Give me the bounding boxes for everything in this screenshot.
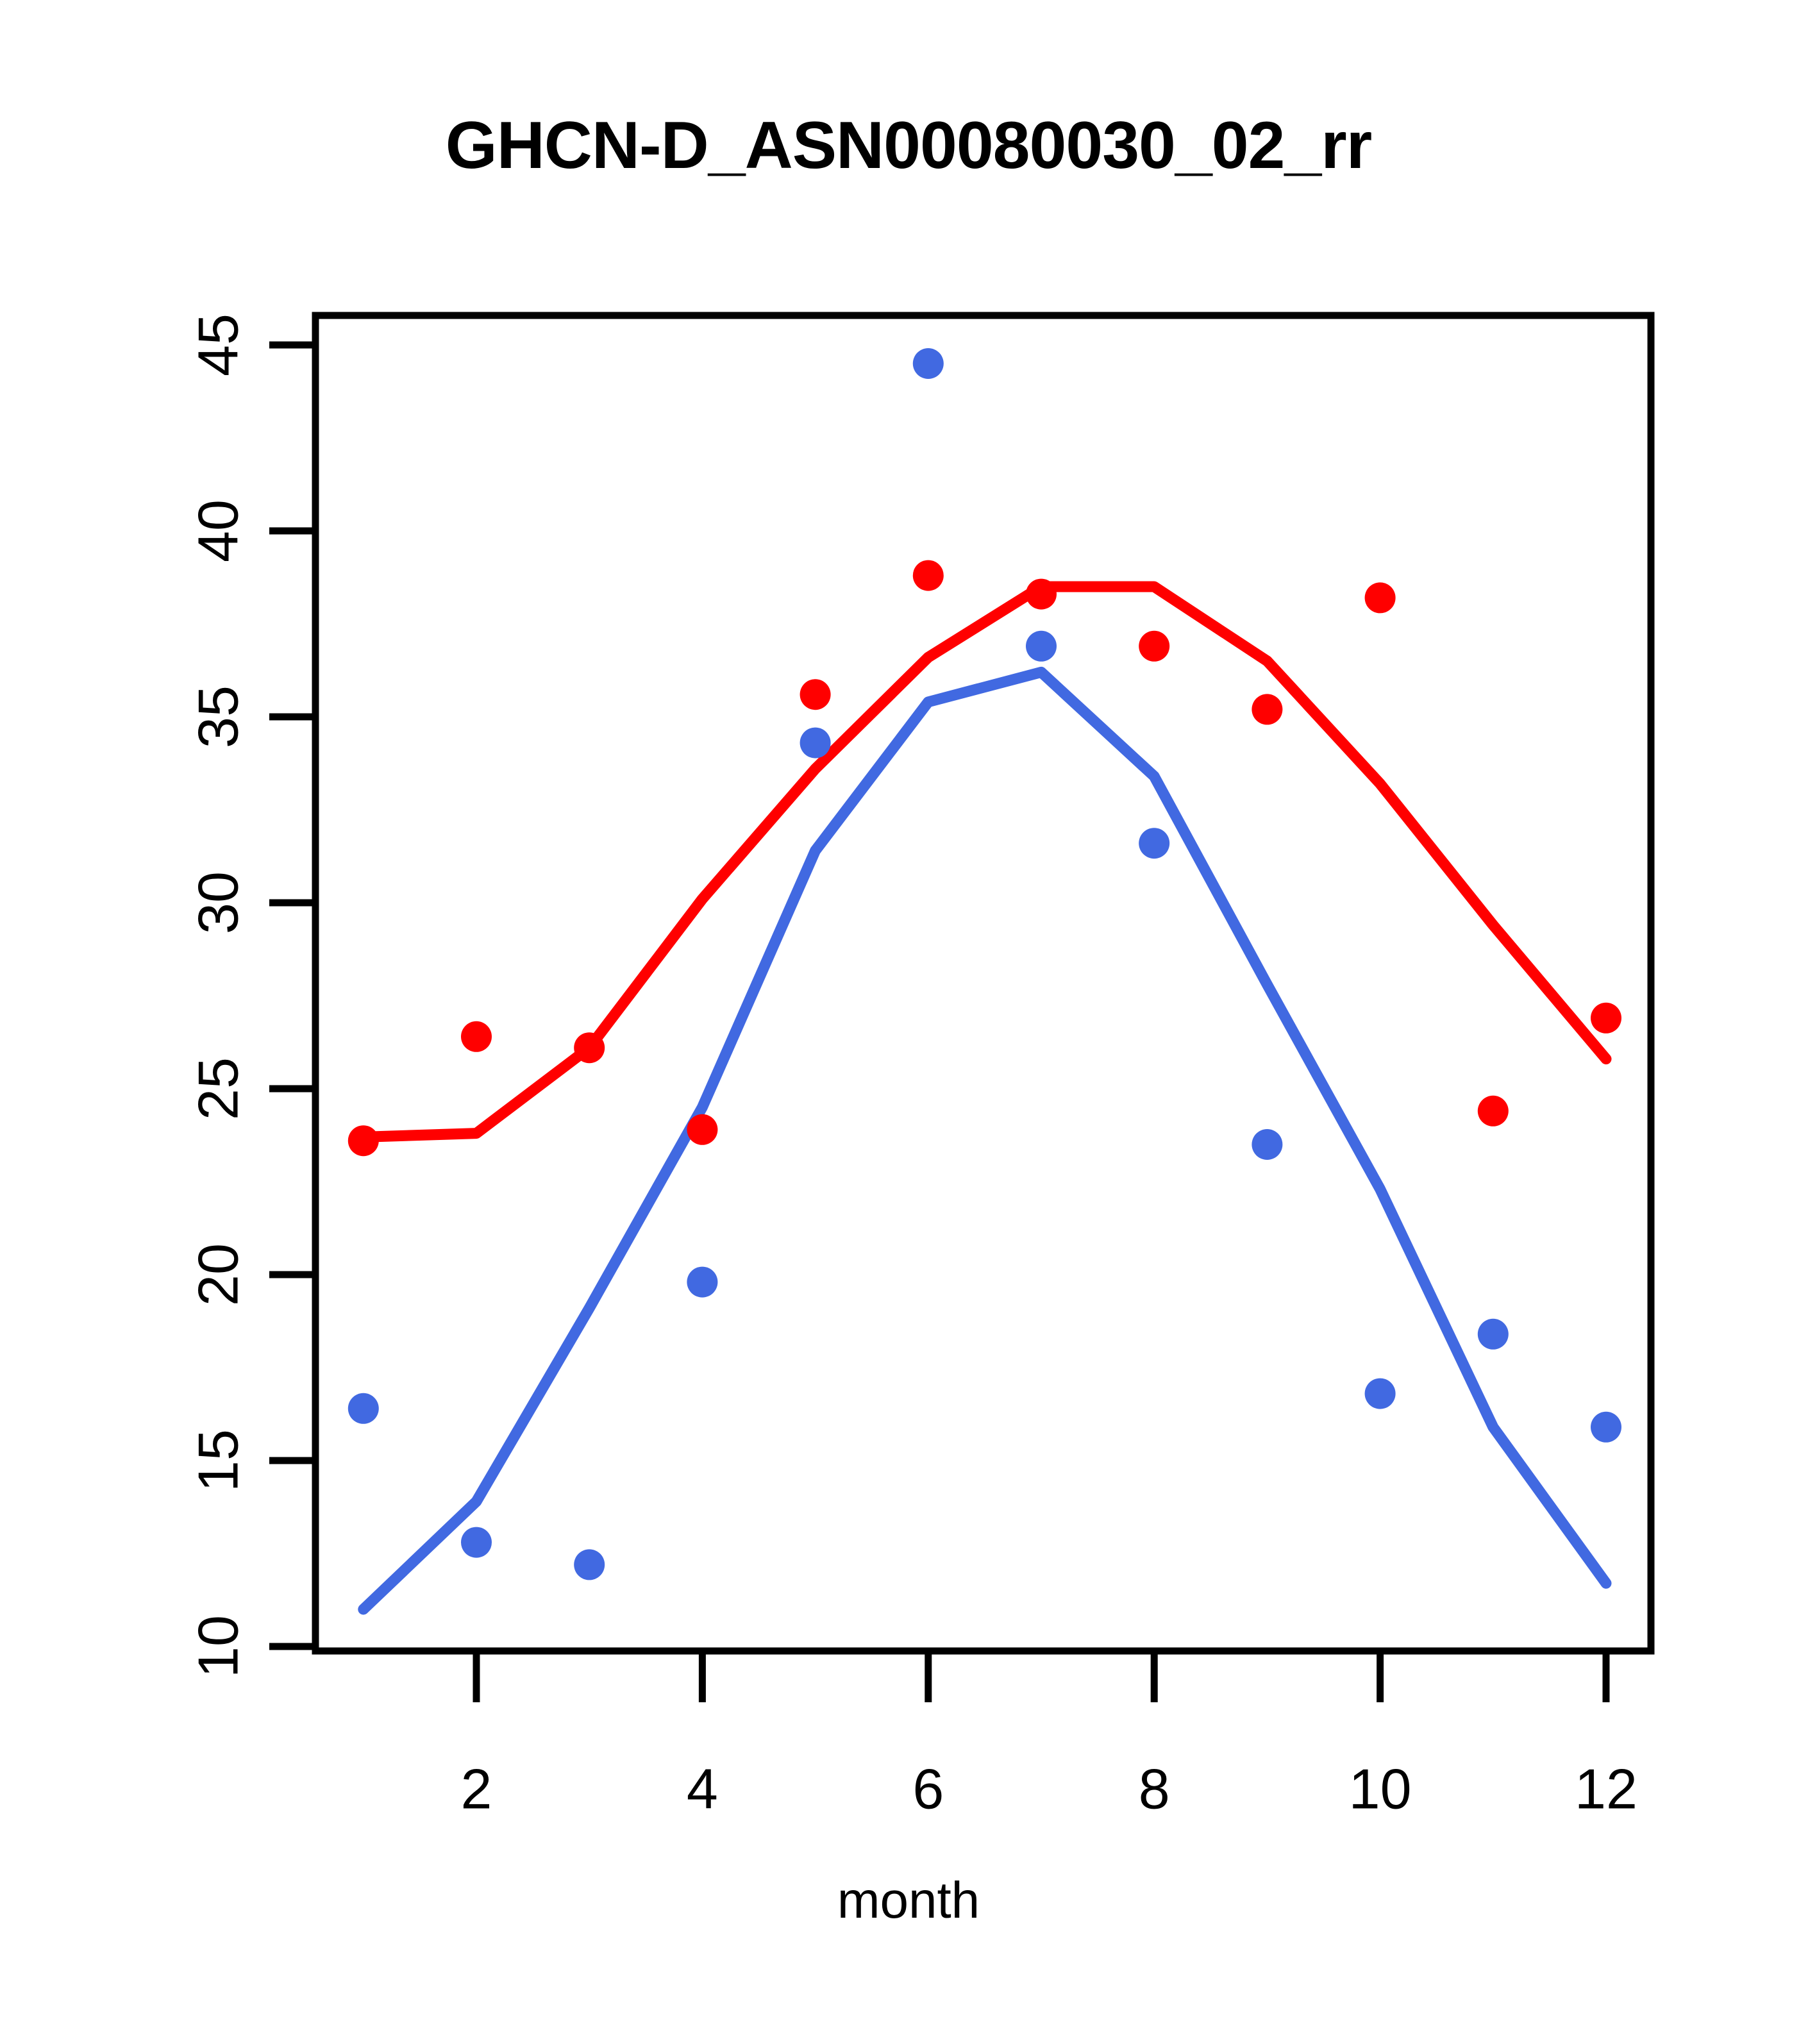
- data-point: [687, 1266, 718, 1298]
- data-point: [1364, 582, 1396, 614]
- blue-line: [358, 666, 1612, 1615]
- y-tick-label: 25: [187, 1057, 250, 1120]
- data-point: [800, 679, 831, 710]
- x-tick-label: 2: [461, 1757, 492, 1821]
- data-point: [1591, 1411, 1621, 1443]
- series-blue-points: [347, 348, 1621, 1580]
- x-axis-ticks: 2 4 6 8 10 12: [461, 1651, 1637, 1821]
- y-axis-ticks: 10 15 20 25 30 35 40 45: [187, 314, 315, 1678]
- x-tick-label: 6: [912, 1757, 944, 1821]
- x-tick-label: 12: [1575, 1757, 1637, 1821]
- red-line: [358, 581, 1612, 1143]
- data-point: [347, 1393, 379, 1424]
- plot-frame: [312, 312, 1655, 1655]
- x-tick-label: 4: [687, 1757, 718, 1821]
- x-tick-label: 8: [1139, 1757, 1170, 1821]
- data-point: [461, 1021, 492, 1052]
- x-tick-label: 10: [1349, 1757, 1412, 1821]
- data-point: [687, 1114, 718, 1145]
- data-point: [1591, 1002, 1621, 1034]
- x-axis-label: month: [837, 1872, 980, 1929]
- data-point: [1139, 630, 1170, 662]
- data-point: [461, 1527, 492, 1558]
- data-point: [1252, 1129, 1283, 1160]
- series-blue-line: [358, 666, 1612, 1615]
- y-tick-label: 10: [187, 1615, 250, 1678]
- data-point: [1139, 828, 1170, 859]
- data-point: [1477, 1318, 1509, 1350]
- y-tick-label: 45: [187, 314, 250, 376]
- data-point: [1252, 694, 1283, 725]
- data-point: [1477, 1095, 1509, 1127]
- y-tick-label: 15: [187, 1429, 250, 1492]
- data-point: [1364, 1378, 1396, 1409]
- data-point: [574, 1549, 605, 1580]
- y-tick-label: 30: [187, 871, 250, 934]
- data-point: [912, 560, 944, 591]
- data-point: [912, 348, 944, 379]
- series-red-line: [358, 581, 1612, 1143]
- data-point: [1026, 578, 1057, 610]
- data-point: [800, 727, 831, 758]
- y-tick-label: 35: [187, 685, 250, 748]
- data-point: [347, 1125, 379, 1157]
- y-tick-label: 20: [187, 1243, 250, 1306]
- series-red-points: [347, 560, 1621, 1157]
- page-title: GHCN-D_ASN00080030_02_rr: [445, 108, 1372, 183]
- y-tick-label: 40: [187, 499, 250, 562]
- data-point: [574, 1032, 605, 1064]
- data-point: [1026, 630, 1057, 662]
